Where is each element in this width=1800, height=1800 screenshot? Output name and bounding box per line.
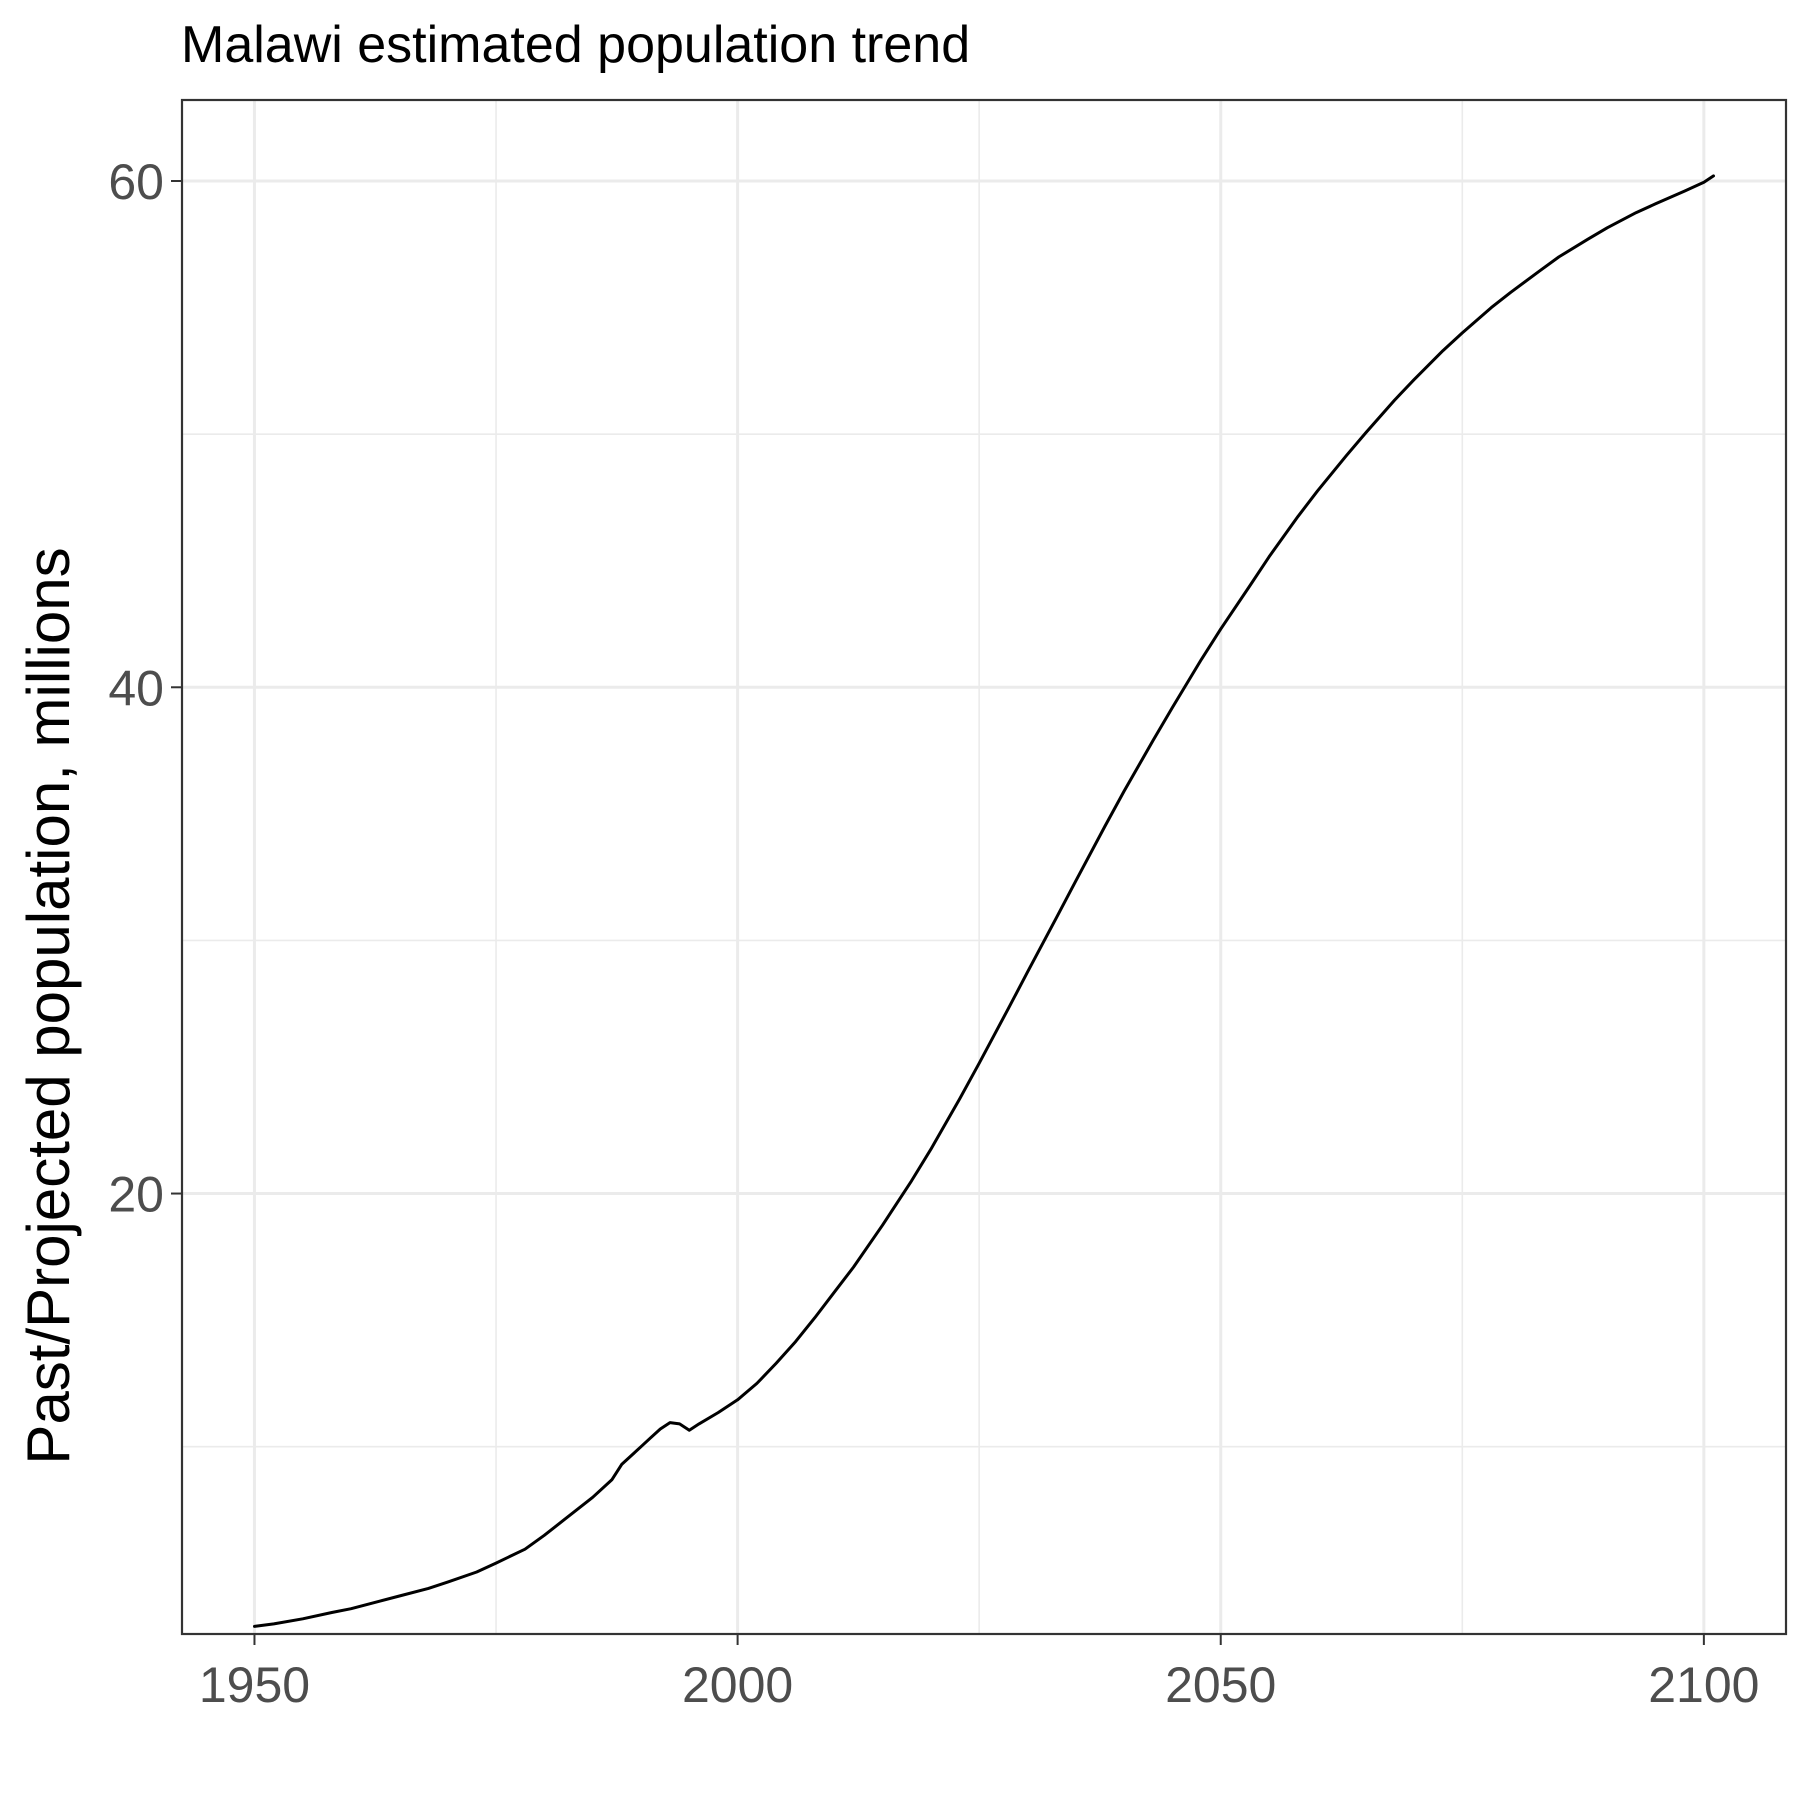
y-axis: 20 40 60 — [108, 154, 182, 1223]
chart-title: Malawi estimated population trend — [181, 16, 970, 74]
x-tick-label: 2000 — [682, 1657, 793, 1713]
y-axis-label: Past/Projected population, millions — [15, 547, 82, 1464]
y-tick-label: 60 — [108, 154, 164, 210]
y-tick-label: 40 — [108, 660, 164, 716]
grid — [182, 100, 1786, 1634]
population-line — [253, 174, 1715, 1628]
x-tick-label: 2100 — [1648, 1657, 1759, 1713]
plot-panel-border — [180, 98, 1788, 1636]
x-tick-label: 1950 — [199, 1657, 310, 1713]
x-tick-label: 2050 — [1165, 1657, 1276, 1713]
y-tick-label: 20 — [108, 1167, 164, 1223]
x-axis: 1950 2000 2050 2100 — [199, 1634, 1759, 1713]
